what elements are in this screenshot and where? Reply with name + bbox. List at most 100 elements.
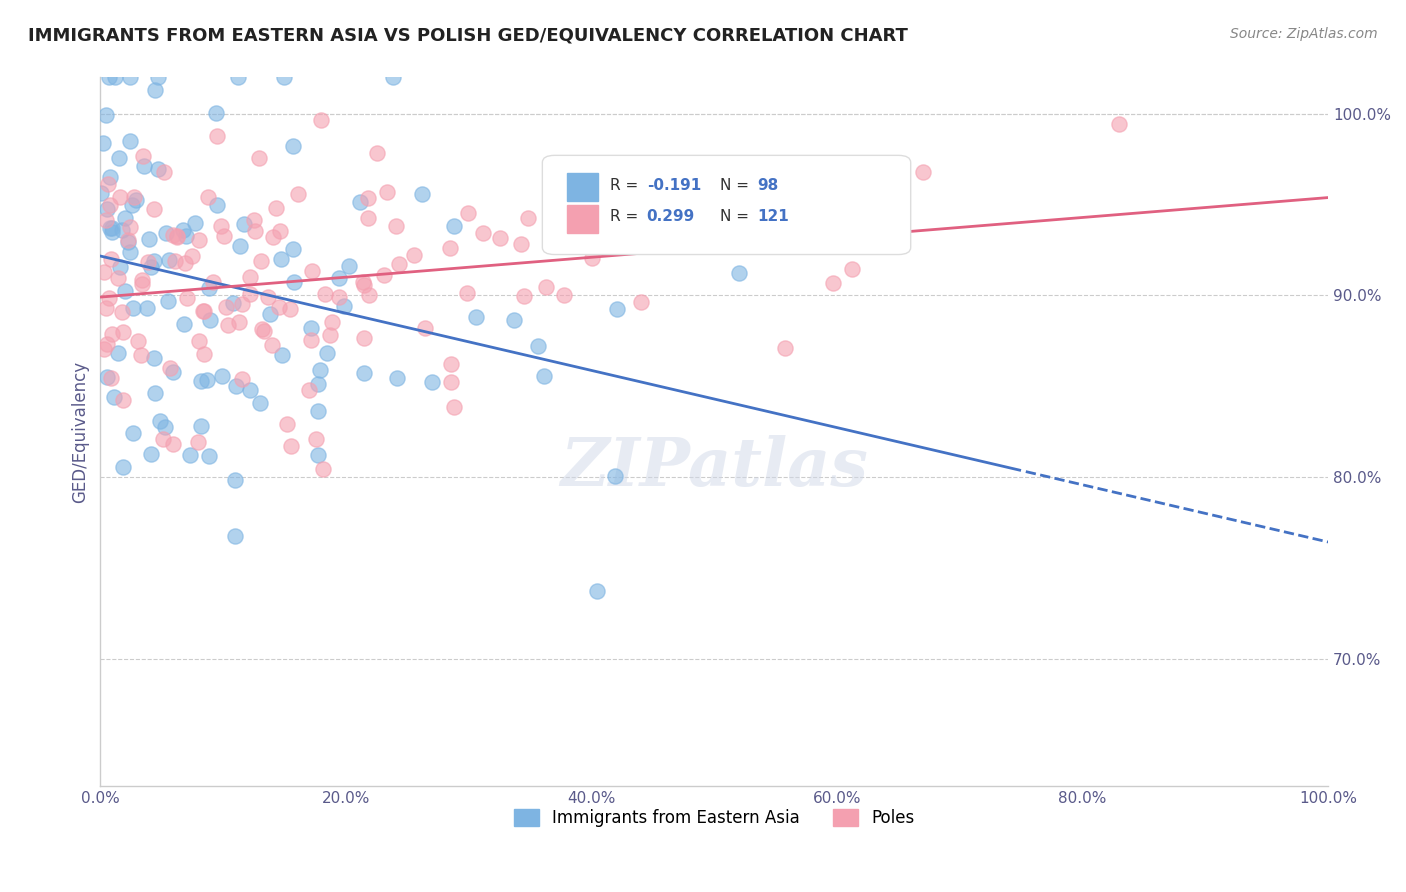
Poles: [188, 233, 211, 247]
Poles: [93, 342, 115, 356]
Text: 121: 121: [758, 210, 789, 225]
Text: N =: N =: [720, 210, 754, 225]
Poles: [108, 190, 131, 204]
Poles: [815, 160, 838, 174]
Immigrants from Eastern Asia: [145, 83, 167, 97]
Immigrants from Eastern Asia: [502, 312, 524, 326]
Poles: [138, 254, 160, 268]
FancyBboxPatch shape: [567, 205, 598, 234]
Immigrants from Eastern Asia: [333, 299, 356, 313]
Poles: [215, 300, 238, 314]
Immigrants from Eastern Asia: [299, 320, 322, 334]
Immigrants from Eastern Asia: [225, 379, 247, 393]
Immigrants from Eastern Asia: [606, 301, 628, 316]
Poles: [353, 278, 375, 293]
Poles: [107, 271, 129, 285]
Immigrants from Eastern Asia: [138, 232, 160, 246]
Legend: Immigrants from Eastern Asia, Poles: Immigrants from Eastern Asia, Poles: [508, 803, 921, 834]
Poles: [299, 334, 322, 348]
Poles: [131, 273, 153, 287]
Poles: [131, 348, 153, 362]
Poles: [120, 219, 142, 234]
Poles: [267, 300, 290, 314]
Poles: [132, 149, 155, 163]
Immigrants from Eastern Asia: [120, 134, 142, 148]
Poles: [321, 315, 343, 329]
Text: R =: R =: [610, 210, 643, 225]
Poles: [97, 291, 120, 305]
Poles: [536, 280, 558, 294]
Immigrants from Eastern Asia: [122, 425, 145, 440]
Immigrants from Eastern Asia: [249, 396, 271, 410]
Poles: [841, 262, 863, 277]
Poles: [318, 327, 340, 342]
Poles: [187, 435, 209, 450]
Text: -0.191: -0.191: [647, 178, 702, 193]
Immigrants from Eastern Asia: [108, 260, 131, 274]
Poles: [101, 327, 124, 342]
Poles: [197, 190, 219, 204]
Immigrants from Eastern Asia: [307, 448, 329, 462]
Immigrants from Eastern Asia: [273, 70, 295, 85]
Immigrants from Eastern Asia: [307, 403, 329, 417]
Immigrants from Eastern Asia: [141, 260, 163, 275]
Immigrants from Eastern Asia: [96, 202, 118, 216]
Poles: [287, 187, 309, 202]
Poles: [166, 229, 188, 244]
Immigrants from Eastern Asia: [103, 390, 125, 404]
Immigrants from Eastern Asia: [90, 186, 112, 200]
Poles: [357, 211, 380, 226]
Poles: [576, 200, 599, 214]
Poles: [359, 288, 381, 302]
Poles: [205, 129, 228, 144]
Poles: [250, 254, 273, 268]
Poles: [100, 371, 122, 385]
Immigrants from Eastern Asia: [98, 70, 121, 85]
Poles: [98, 198, 121, 212]
Immigrants from Eastern Asia: [349, 194, 371, 209]
Poles: [239, 269, 262, 284]
Poles: [713, 192, 735, 206]
Immigrants from Eastern Asia: [148, 162, 170, 177]
Poles: [353, 331, 375, 345]
Poles: [166, 229, 188, 244]
Poles: [252, 324, 274, 338]
Poles: [262, 338, 284, 352]
Poles: [385, 219, 408, 233]
Poles: [266, 201, 288, 215]
Poles: [821, 276, 844, 290]
Immigrants from Eastern Asia: [183, 216, 205, 230]
Immigrants from Eastern Asia: [337, 259, 360, 273]
Immigrants from Eastern Asia: [233, 218, 256, 232]
Poles: [173, 255, 195, 269]
Poles: [93, 265, 115, 279]
Immigrants from Eastern Asia: [98, 221, 121, 235]
Text: IMMIGRANTS FROM EASTERN ASIA VS POLISH GED/EQUIVALENCY CORRELATION CHART: IMMIGRANTS FROM EASTERN ASIA VS POLISH G…: [28, 27, 908, 45]
Poles: [353, 276, 375, 290]
FancyBboxPatch shape: [543, 155, 911, 254]
Poles: [122, 190, 145, 204]
Immigrants from Eastern Asia: [100, 225, 122, 239]
Poles: [180, 249, 202, 263]
Immigrants from Eastern Asia: [139, 447, 162, 461]
Poles: [231, 297, 253, 311]
Immigrants from Eastern Asia: [142, 254, 165, 268]
Poles: [131, 277, 153, 292]
Poles: [193, 303, 215, 318]
Poles: [366, 145, 388, 160]
Immigrants from Eastern Asia: [118, 244, 141, 259]
Immigrants from Eastern Asia: [111, 223, 134, 237]
Poles: [373, 268, 395, 282]
Immigrants from Eastern Asia: [198, 313, 221, 327]
Poles: [163, 254, 186, 268]
Immigrants from Eastern Asia: [172, 223, 194, 237]
Immigrants from Eastern Asia: [603, 469, 626, 483]
Poles: [191, 303, 214, 318]
Poles: [217, 318, 239, 333]
Poles: [239, 286, 262, 301]
Poles: [257, 289, 280, 303]
Immigrants from Eastern Asia: [204, 106, 226, 120]
Immigrants from Eastern Asia: [385, 370, 408, 384]
Immigrants from Eastern Asia: [527, 339, 550, 353]
Immigrants from Eastern Asia: [143, 385, 166, 400]
